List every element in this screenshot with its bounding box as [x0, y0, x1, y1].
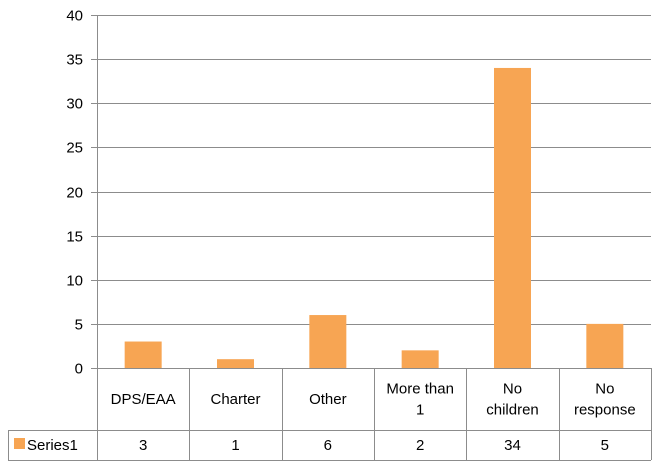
table-value: 1: [231, 437, 239, 454]
y-tick-label: 15: [66, 229, 83, 246]
table-value: 34: [504, 437, 521, 454]
legend-series-label: Series1: [27, 437, 78, 454]
table-value: 3: [139, 437, 147, 454]
table-value: 6: [324, 437, 332, 454]
y-tick-label: 5: [75, 317, 83, 334]
category-label: response: [574, 402, 636, 419]
bar-series: [124, 67, 624, 368]
category-label: Charter: [210, 391, 260, 408]
bar: [217, 359, 254, 368]
y-tick-label: 20: [66, 185, 83, 202]
category-label: 1: [416, 402, 424, 419]
data-table: DPS/EAA Charter Other More than 1 No children N…: [8, 368, 652, 461]
category-label: children: [486, 402, 539, 419]
gridlines: [97, 15, 651, 460]
y-tick-label: 40: [66, 8, 83, 25]
y-tick-label: 35: [66, 52, 83, 69]
legend-key: [14, 438, 25, 449]
category-label: No: [595, 381, 614, 398]
table-value: 5: [601, 437, 609, 454]
y-axis-ticks: 0 5 10 15 20 25 30 35 40: [66, 8, 97, 378]
category-label: Other: [309, 391, 347, 408]
bar: [124, 341, 162, 368]
y-tick-label: 25: [66, 140, 83, 157]
y-tick-label: 30: [66, 96, 83, 113]
category-label: No: [503, 381, 522, 398]
category-label: More than: [386, 381, 454, 398]
bar: [494, 67, 531, 368]
bar: [401, 350, 439, 368]
y-tick-label: 10: [66, 273, 83, 290]
bar: [586, 323, 624, 368]
bar: [309, 315, 347, 368]
table-value: 2: [416, 437, 424, 454]
y-tick-label: 0: [75, 361, 83, 378]
category-label: DPS/EAA: [111, 391, 176, 408]
